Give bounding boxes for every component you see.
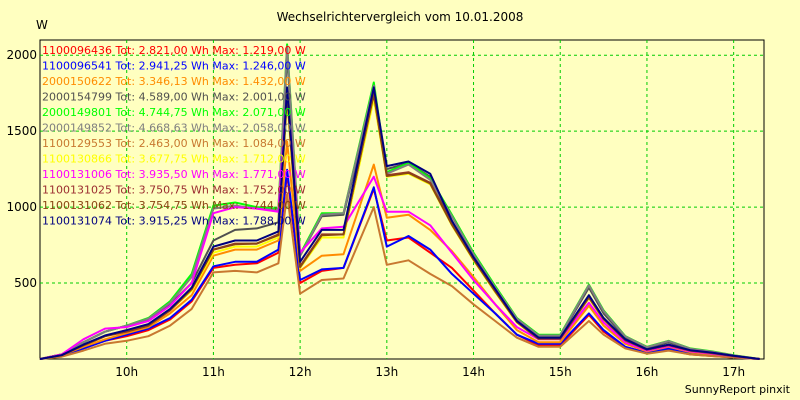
legend-entry-1100096436: 1100096436 Tot: 2.821,00 Wh Max: 1.219,0… bbox=[42, 44, 306, 57]
legend-entry-1100130866: 1100130866 Tot: 3.677,75 Wh Max: 1.712,0… bbox=[42, 153, 306, 166]
x-tick-label: 13h bbox=[375, 365, 398, 379]
legend-entry-2000150622: 2000150622 Tot: 3.346,13 Wh Max: 1.432,0… bbox=[42, 75, 306, 88]
y-tick-label: 1500 bbox=[6, 124, 37, 138]
series-line-1100131006 bbox=[39, 89, 760, 360]
x-tick-label: 10h bbox=[115, 365, 138, 379]
x-tick-label: 11h bbox=[202, 365, 225, 379]
legend-entry-1100131025: 1100131025 Tot: 3.750,75 Wh Max: 1.752,0… bbox=[42, 184, 306, 197]
series-line-1100131074 bbox=[39, 86, 760, 360]
y-axis-unit-label: W bbox=[36, 18, 48, 32]
series-line-1100129553 bbox=[39, 193, 760, 360]
plot-area bbox=[39, 39, 765, 360]
series-line-2000150622 bbox=[39, 140, 760, 360]
x-tick-label: 17h bbox=[722, 365, 745, 379]
series-line-1100096541 bbox=[39, 168, 760, 360]
y-tick-label: 500 bbox=[14, 276, 37, 290]
x-tick-label: 16h bbox=[636, 365, 659, 379]
legend-entry-2000154799: 2000154799 Tot: 4.589,00 Wh Max: 2.001,0… bbox=[42, 91, 306, 104]
x-tick-label: 15h bbox=[549, 365, 572, 379]
footer-credit: SunnyReport pinxit bbox=[684, 383, 790, 396]
x-tick-label: 12h bbox=[289, 365, 312, 379]
legend-entry-1100096541: 1100096541 Tot: 2.941,25 Wh Max: 1.246,0… bbox=[42, 60, 306, 73]
legend-entry-1100131062: 1100131062 Tot: 3.754,75 Wh Max: 1.744,0… bbox=[42, 199, 306, 212]
y-tick-label: 1000 bbox=[6, 200, 37, 214]
legend-entry-2000149852: 2000149852 Tot: 4.668,63 Wh Max: 2.058,0… bbox=[42, 122, 306, 135]
legend-entry-1100129553: 1100129553 Tot: 2.463,00 Wh Max: 1.084,0… bbox=[42, 137, 306, 150]
legend-entry-1100131006: 1100131006 Tot: 3.935,50 Wh Max: 1.771,0… bbox=[42, 168, 306, 181]
legend-entry-2000149801: 2000149801 Tot: 4.744,75 Wh Max: 2.071,0… bbox=[42, 106, 306, 119]
y-tick-label: 2000 bbox=[6, 48, 37, 62]
x-tick-label: 14h bbox=[462, 365, 485, 379]
legend-entry-1100131074: 1100131074 Tot: 3.915,25 Wh Max: 1.788,0… bbox=[42, 215, 306, 228]
chart-title: Wechselrichtervergleich vom 10.01.2008 bbox=[276, 10, 524, 24]
